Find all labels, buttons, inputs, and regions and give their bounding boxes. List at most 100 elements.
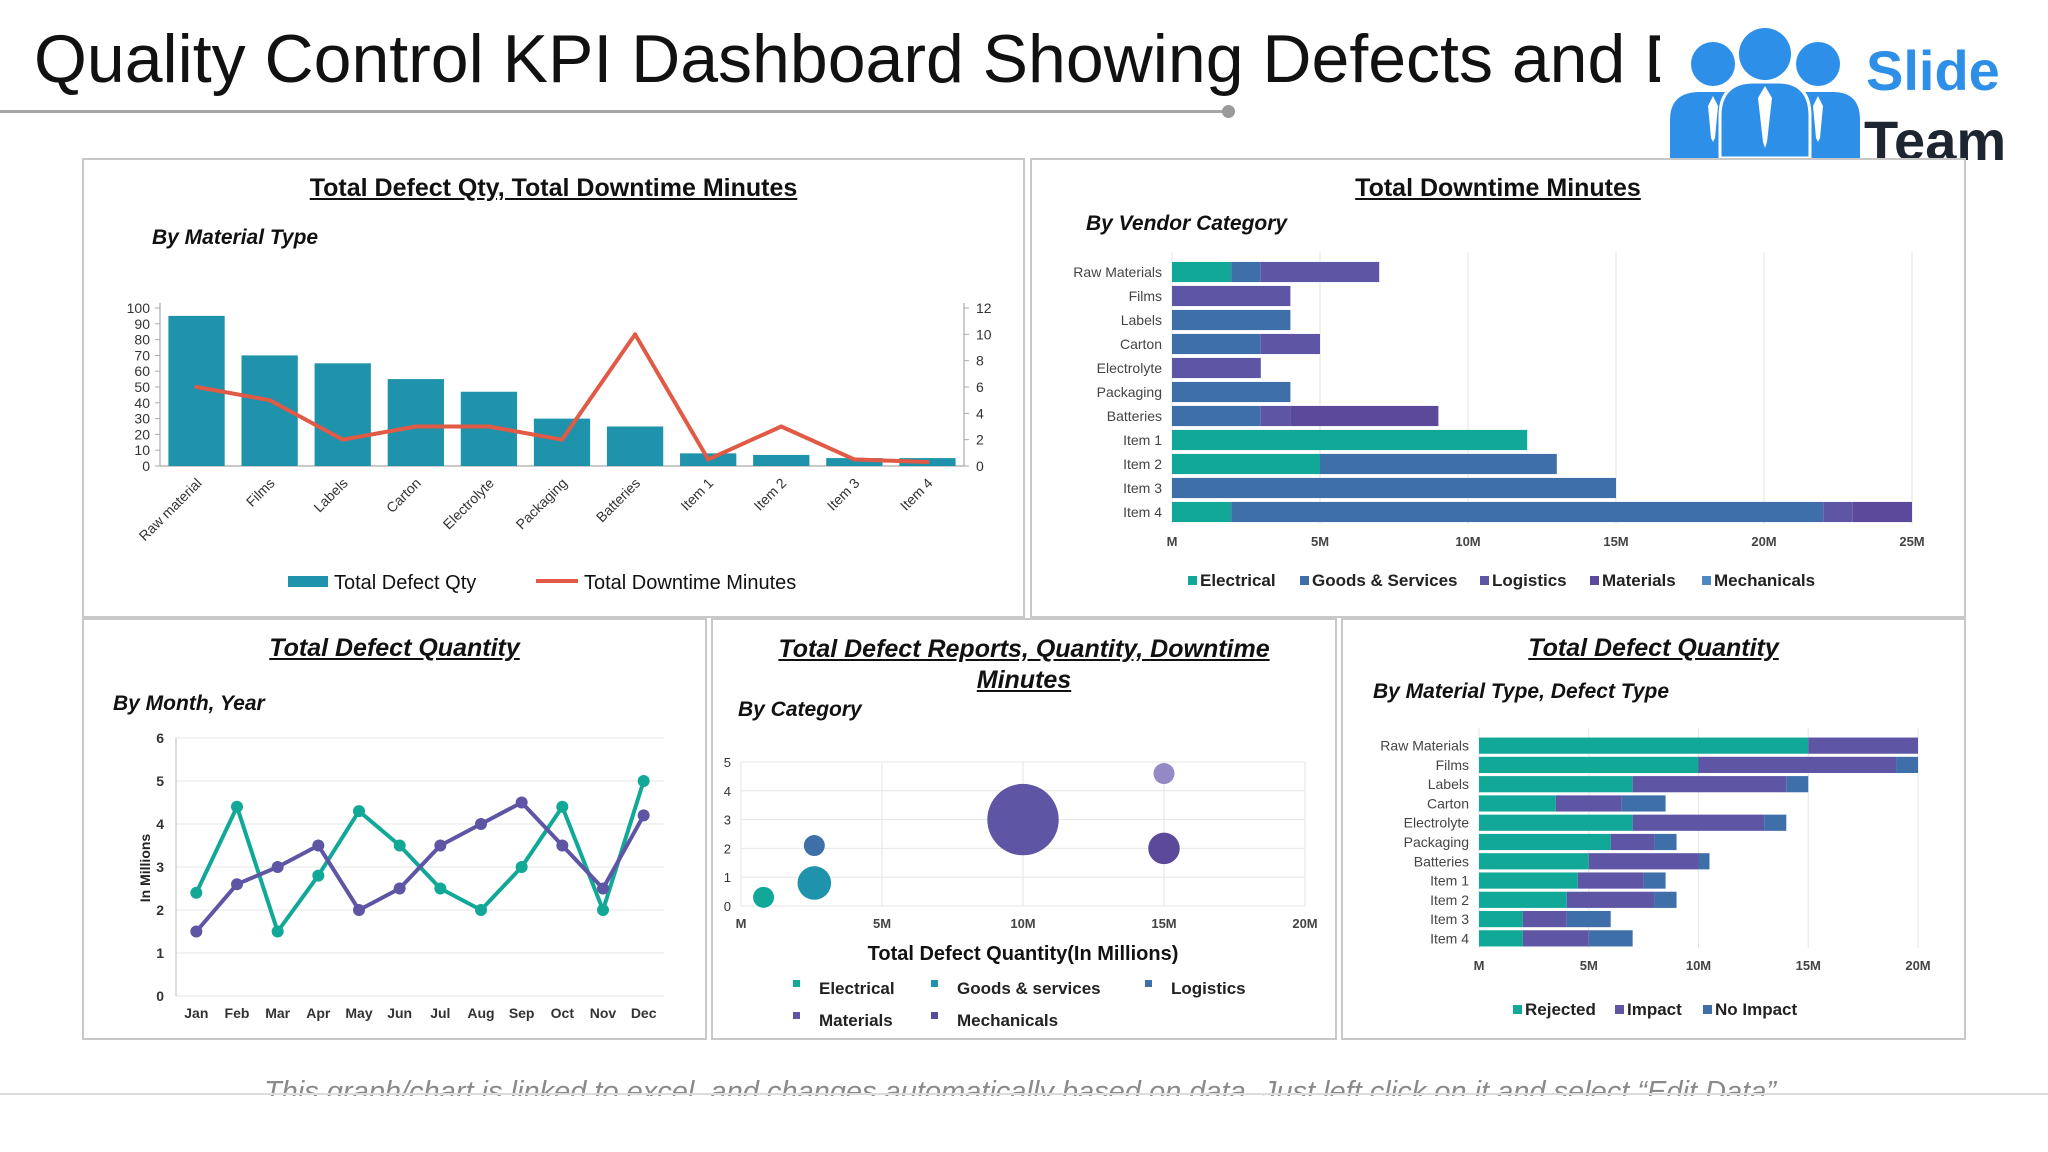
y-tick-label: 0 (142, 458, 150, 474)
x-tick-label: Aug (467, 1005, 494, 1021)
y-tick-label: 30 (134, 411, 150, 427)
line-point-aug (475, 904, 487, 916)
line-point-electrolyte (486, 424, 491, 429)
y2-tick-label: 0 (976, 458, 984, 474)
line-point-item-1 (706, 457, 711, 462)
legend-swatch-goods-services (1300, 576, 1309, 585)
bar-item-2-impact (1566, 891, 1655, 908)
legend-label-goods-services: Goods & services (957, 979, 1101, 998)
x-tick-label: 5M (873, 916, 891, 931)
legend-swatch-logistics (1480, 576, 1489, 585)
bar-item-1-no-impact (1643, 872, 1666, 889)
legend-swatch-logistics (1145, 980, 1152, 987)
bar-item-2-no-impact (1654, 891, 1677, 908)
line-point-item-4 (925, 460, 930, 465)
y-axis-label: In Millions (137, 834, 153, 903)
chart-defect-quantity-by-month[interactable]: 0 1 2 3 4 5 6 In Millions Jan Feb Mar Apr May Jun Jul A… (84, 620, 705, 1038)
y-tick-label: 2 (156, 902, 164, 918)
y-tick-label: 1 (156, 945, 164, 961)
y-tick-label: 2 (724, 841, 731, 856)
legend-label-no-impact: No Impact (1715, 1000, 1798, 1019)
line-point-oct (556, 839, 569, 852)
bar-item-4-logistics (1823, 501, 1853, 523)
x-tick-label: Item 4 (897, 475, 936, 514)
panel-defect-quantity-by-month: Total Defect Quantity By Month, Year 0 1 2… (82, 618, 707, 1040)
bar-item-4-goods-services (1231, 501, 1824, 523)
line-point-labels (340, 437, 345, 442)
chart-downtime-by-vendor[interactable]: M 5M 10M 15M 20M 25M Raw Materials Films Labels C… (1032, 160, 1964, 616)
x-tick-label: Dec (631, 1005, 657, 1021)
bar-packaging-impact (1610, 833, 1655, 851)
y-tick-label: Item 3 (1123, 480, 1162, 496)
x-tick-label: Apr (306, 1005, 331, 1021)
x-tick-label: Item 1 (677, 475, 716, 514)
legend-swatch-mechanicals (1702, 576, 1711, 585)
title-divider (0, 110, 1228, 113)
y2-tick-label: 2 (976, 432, 984, 448)
chart-title: Total Defect Reports, Quantity, Downtime… (778, 635, 1270, 694)
y-tick-label: Item 4 (1123, 504, 1162, 520)
legend-label-total-downtime-minutes: Total Downtime Minutes (584, 572, 796, 594)
bar-raw-materials-logistics (1260, 261, 1380, 283)
bar-packaging-no-impact (1654, 833, 1677, 851)
line-point-jan (190, 925, 203, 938)
y-tick-label: Carton (1120, 336, 1162, 352)
y-tick-label: Item 1 (1430, 873, 1469, 889)
line-point-jan (190, 886, 203, 899)
line-point-raw-material (194, 385, 199, 389)
chart-defect-quantity-by-defect-type[interactable]: M 5M 10M 15M 20M Raw Materials Films Labels Cart… (1343, 620, 1964, 1038)
y-tick-label: 50 (134, 379, 150, 395)
logo-word-slide: Slide (1866, 39, 2000, 102)
y-tick-label: 4 (156, 816, 164, 832)
line-point-jul (434, 882, 447, 895)
line-point-may (353, 805, 365, 818)
legend-label-electrical: Electrical (1200, 571, 1276, 590)
bar-item-1-impact (1577, 872, 1644, 889)
x-tick-label: Item 2 (751, 475, 790, 514)
y-tick-label: 3 (724, 813, 731, 828)
line-point-jun (393, 882, 406, 895)
y-tick-label: 100 (127, 300, 151, 316)
y-tick-label: 10 (134, 442, 150, 458)
bar-carton-no-impact (1621, 795, 1666, 812)
line-point-oct (556, 800, 569, 813)
bar-item-4-rejected (1479, 930, 1523, 947)
y-tick-label: Item 3 (1430, 911, 1469, 927)
x-tick-label: 20M (1751, 534, 1776, 549)
legend-swatch-materials (1590, 576, 1599, 585)
bar-labels-goods-services (1172, 309, 1291, 331)
y-tick-label: 1 (724, 870, 731, 885)
legend-label-materials: Materials (1602, 571, 1676, 590)
x-tick-label: 15M (1796, 958, 1821, 973)
y-tick-label: Raw Materials (1073, 264, 1162, 280)
title-divider-dot (1222, 105, 1235, 118)
legend-swatch-goods-services (931, 980, 938, 987)
x-tick-label: Item 3 (824, 475, 863, 514)
line-point-dec (637, 775, 650, 787)
chart-title: Total Defect Quantity (269, 634, 520, 662)
x-tick-label: Films (243, 475, 278, 510)
bubble-2 (803, 835, 825, 857)
bar-item-2-electrical (1172, 453, 1320, 475)
x-tick-label: 10M (1010, 916, 1035, 931)
footer-note: This graph/chart is linked to excel, and… (263, 1076, 1785, 1096)
chart-subtitle: By Material Type (152, 226, 319, 249)
line-point-dec (637, 809, 650, 822)
bar-item-2-goods-services (1320, 453, 1557, 475)
chart-subtitle: By Category (738, 698, 862, 721)
bar-item-1-electrical (1172, 429, 1528, 451)
logo-people-icon (1670, 28, 1860, 160)
x-tick-label: Jan (184, 1005, 208, 1021)
bar-electrolyte-rejected (1479, 814, 1633, 831)
x-tick-label: 15M (1603, 534, 1628, 549)
bar-item-4-electrical (1172, 501, 1232, 523)
legend-swatch-rejected (1513, 1005, 1522, 1014)
bar-batteries-logistics (1260, 405, 1291, 427)
line-point-nov (597, 904, 609, 916)
line-point-aug (475, 818, 487, 830)
line-point-mar (271, 925, 284, 938)
bar-raw-materials-electrical (1172, 261, 1232, 283)
y-tick-label: Electrolyte (1097, 360, 1163, 376)
